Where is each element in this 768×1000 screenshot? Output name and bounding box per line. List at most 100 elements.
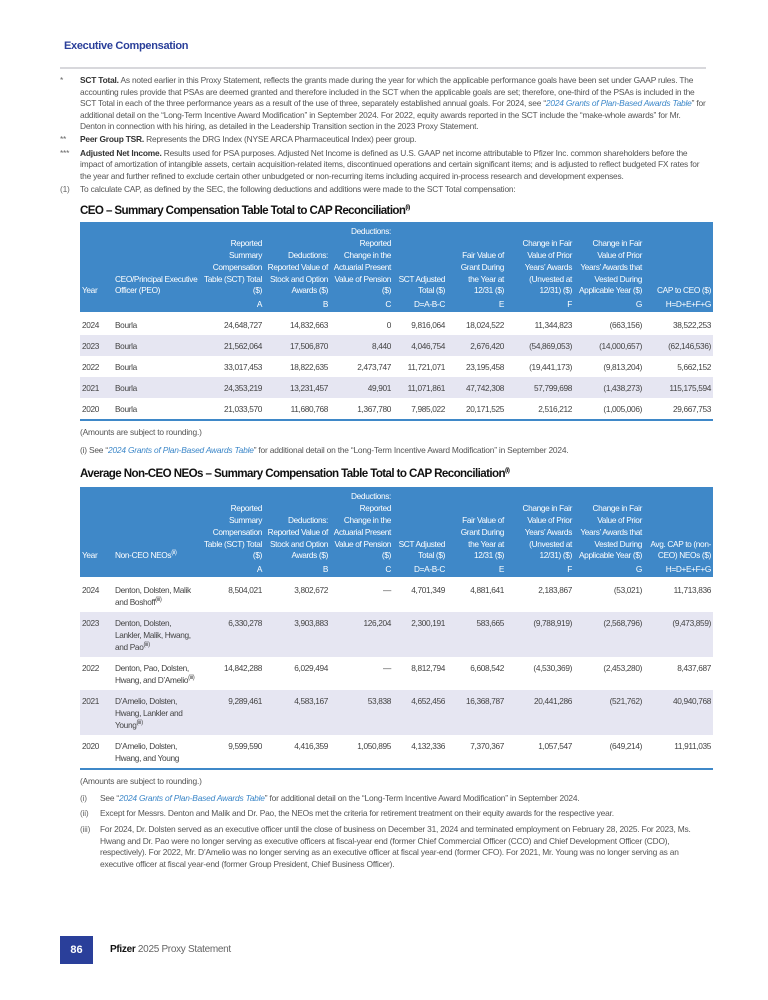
table-cell: 4,652,456 xyxy=(411,696,445,707)
table-cell: 57,799,698 xyxy=(533,383,572,394)
table-row: 2020 D’Amelio, Dolsten, Hwang, and Young 9… xyxy=(80,735,713,769)
cell-sup: (iii) xyxy=(136,720,143,727)
table-cell: 3,903,883 xyxy=(294,618,328,629)
table-cell: 11,344,823 xyxy=(534,320,573,331)
table-row: 2020 Bourla 21,033,570 11,680,768 1,367,780 7… xyxy=(80,398,713,420)
note-marker: * xyxy=(60,75,64,85)
column-formula: C xyxy=(330,562,393,579)
table-cell: 18,822,635 xyxy=(289,362,328,373)
column-header: Fair Value of Grant During the Year at 1… xyxy=(447,222,506,298)
table-cell: 21,033,570 xyxy=(223,404,262,415)
cell-sup: (iii) xyxy=(143,642,150,649)
header-text: Non-CEO NEOs xyxy=(115,550,172,561)
table-cell: (14,000,657) xyxy=(599,341,642,352)
table-cell: Bourla xyxy=(115,383,137,394)
table-cell: 5,662,152 xyxy=(677,362,711,373)
table-cell: 11,911,035 xyxy=(674,741,711,752)
table-cell: 6,608,542 xyxy=(470,663,504,674)
column-formula: G xyxy=(574,562,644,579)
table-cell: 4,046,754 xyxy=(411,341,445,352)
table-cell: 16,368,787 xyxy=(465,696,504,707)
table-cell: 0 xyxy=(386,320,392,331)
column-formula xyxy=(80,562,113,579)
table-cell: 14,842,288 xyxy=(223,663,262,674)
table-cell: (663,156) xyxy=(609,320,643,331)
note-marker: (iii) xyxy=(80,823,91,834)
table-row: 2024 Bourla 24,648,727 14,832,663 0 9,816,064… xyxy=(80,313,713,335)
column-formula: G xyxy=(574,297,644,314)
note-body: Except for Messrs. Denton and Malik and … xyxy=(100,808,614,820)
table-row: 2022 Denton, Pao, Dolsten, Hwang, and D’A… xyxy=(80,657,713,690)
table-cell: 49,901 xyxy=(367,383,392,394)
table-cell: 11,680,768 xyxy=(290,404,329,415)
table-cell: 18,024,522 xyxy=(465,320,504,331)
table-cell: 2022 xyxy=(82,663,100,674)
table-row: 2023 Denton, Dolsten, Lankler, Malik, Hwa… xyxy=(80,612,713,658)
formula-row: A B C D=A-B-C E F G H=D+E+F+G xyxy=(80,297,713,314)
table-row: 2021 Bourla 24,353,219 13,231,457 49,901 11,0… xyxy=(80,377,713,399)
note-text: (i) See “ xyxy=(80,444,108,455)
table-cell: (54,869,053) xyxy=(529,341,572,352)
table-cell: 13,231,457 xyxy=(289,383,328,394)
grants-table-link[interactable]: 2024 Grants of Plan-Based Awards Table xyxy=(545,98,692,109)
note-body: See “2024 Grants of Plan-Based Awards Ta… xyxy=(100,792,580,805)
table-cell: 2,183,867 xyxy=(538,585,572,596)
table-cell: 7,370,367 xyxy=(470,741,504,752)
note-heading: Peer Group TSR. xyxy=(80,134,145,145)
note-heading: Adjusted Net Income. xyxy=(80,147,162,158)
note-heading: SCT Total. xyxy=(80,75,119,85)
table-row: 2022 Bourla 33,017,453 18,822,635 2,473,747 1… xyxy=(80,356,713,377)
table-cell: 2024 xyxy=(82,320,100,331)
table-cell: 2021 xyxy=(82,696,100,707)
column-header: CAP to CEO ($) xyxy=(644,222,713,298)
column-header: Avg. CAP to (non-CEO) NEOs ($) xyxy=(644,487,713,563)
page-number: 86 xyxy=(60,936,93,964)
column-formula: F xyxy=(506,562,574,579)
note-marker: (ii) xyxy=(80,808,89,819)
column-formula xyxy=(80,297,113,314)
table-cell: 2023 xyxy=(82,341,100,352)
table-cell: 9,599,590 xyxy=(228,741,262,752)
table-cell: 8,504,021 xyxy=(228,585,262,596)
note-text: To calculate CAP, as defined by the SEC,… xyxy=(80,183,516,194)
table-cell: 29,667,753 xyxy=(672,404,711,415)
title-sup: (i) xyxy=(405,204,410,212)
table-cell: 583,665 xyxy=(476,618,504,629)
table-cell: 11,071,861 xyxy=(407,383,446,394)
note-marker: *** xyxy=(60,147,70,158)
table-cell: (2,568,796) xyxy=(603,618,642,629)
table-cell: — xyxy=(383,663,391,674)
cell-text: D’Amelio, Dolsten, Hwang, and Young xyxy=(115,741,180,764)
table-cell: 40,940,768 xyxy=(672,696,711,707)
table-cell: 6,029,494 xyxy=(294,663,328,674)
neo-footnote: (i) See “2024 Grants of Plan-Based Awards… xyxy=(80,793,712,805)
column-formula: E xyxy=(447,297,506,314)
column-header: Change in Fair Value of Prior Years’ Awa… xyxy=(574,222,644,298)
table-cell: 3,802,672 xyxy=(294,585,328,596)
column-formula: A xyxy=(201,297,264,314)
table-cell: 2023 xyxy=(82,618,100,629)
table-cell: (521,762) xyxy=(609,696,643,707)
formula-row: A B C D=A-B-C E F G H=D+E+F+G xyxy=(80,562,713,579)
column-formula xyxy=(113,562,201,579)
header-row: Year CEO/Principal Executive Officer (PEO… xyxy=(80,222,713,298)
grants-table-link[interactable]: 2024 Grants of Plan-Based Awards Table xyxy=(119,792,265,803)
table-cell: 11,721,071 xyxy=(407,362,446,373)
table-cell: 33,017,453 xyxy=(223,362,262,373)
table-cell: Denton, Dolsten, Malik and Boshoff(iii) xyxy=(113,578,201,612)
table-cell: 4,132,336 xyxy=(411,741,445,752)
column-formula: H=D+E+F+G xyxy=(644,297,713,314)
table-cell: 2,473,747 xyxy=(357,362,391,373)
column-formula: C xyxy=(330,297,393,314)
note-marker: (i) xyxy=(80,792,87,803)
table-cell: (53,021) xyxy=(613,585,642,596)
cell-text: Denton, Dolsten, Malik and Boshoff xyxy=(115,585,191,608)
table-row: 2023 Bourla 21,562,064 17,506,870 8,440 4,046… xyxy=(80,335,713,357)
grants-table-link[interactable]: 2024 Grants of Plan-Based Awards Table xyxy=(107,444,254,455)
column-header: SCT Adjusted Total ($) xyxy=(393,487,447,563)
table-cell: 1,050,895 xyxy=(357,741,391,752)
column-header: Change in Fair Value of Prior Years’ Awa… xyxy=(506,222,574,298)
table-cell: 2,300,191 xyxy=(411,618,445,629)
cell-text: Denton, Dolsten, Lankler, Malik, Hwang, … xyxy=(115,618,191,653)
table-cell: 2,516,212 xyxy=(538,404,572,415)
